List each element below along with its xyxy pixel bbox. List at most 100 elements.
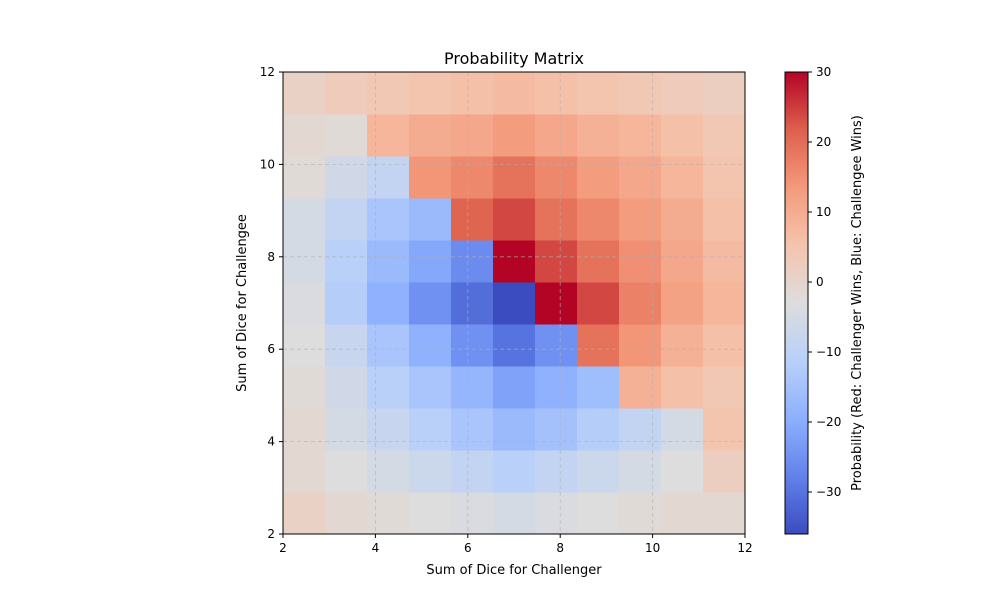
heatmap-cell [535,324,578,367]
colorbar [784,71,809,535]
x-tick-label: 12 [737,541,752,555]
heatmap-cell [283,450,326,493]
heatmap-cell [367,282,410,325]
heatmap-cell [703,114,746,157]
y-tick-label: 10 [260,157,275,171]
heatmap-cell [325,114,368,157]
heatmap-cell [535,282,578,325]
heatmap-cell [619,72,662,115]
heatmap-cell [577,282,620,325]
heatmap-cell [703,408,746,451]
heatmap-cell [451,114,494,157]
heatmap-cell [703,156,746,199]
colorbar-label: Probability (Red: Challenger Wins, Blue:… [850,115,865,491]
heatmap-cell [409,198,452,241]
heatmap-cell [661,114,704,157]
x-axis-label: Sum of Dice for Challenger [426,563,602,578]
heatmap-cell [451,324,494,367]
colorbar-tick-label: −10 [816,345,841,359]
heatmap-cell [325,156,368,199]
heatmap-cell [283,156,326,199]
heatmap-cell [367,156,410,199]
heatmap-cell [493,492,536,535]
heatmap-cell [535,408,578,451]
heatmap-cell [367,114,410,157]
heatmap-cell [577,366,620,409]
heatmap-cells [283,72,746,535]
y-tick-label: 12 [260,65,275,79]
heatmap-cell [409,408,452,451]
heatmap-cell [325,492,368,535]
heatmap-cell [283,492,326,535]
heatmap-cell [493,324,536,367]
heatmap-cell [661,408,704,451]
heatmap-cell [577,450,620,493]
heatmap-cell [409,492,452,535]
heatmap-cell [703,450,746,493]
x-tick-label: 8 [556,541,564,555]
heatmap-cell [703,282,746,325]
heatmap-cell [283,408,326,451]
heatmap-cell [493,198,536,241]
heatmap-cell [283,114,326,157]
heatmap-cell [535,198,578,241]
heatmap-cell [367,450,410,493]
heatmap-cell [283,282,326,325]
colorbar-tick-label: −20 [816,415,841,429]
heatmap-cell [283,324,326,367]
x-axis-ticks: 2 4 6 8 10 12 [279,534,753,555]
heatmap-cell [661,72,704,115]
x-tick-label: 2 [279,541,287,555]
heatmap-cell [367,72,410,115]
heatmap-cell [493,450,536,493]
y-axis-ticks: 2 4 6 8 10 12 [260,65,283,541]
heatmap-cell [703,198,746,241]
heatmap-cell [661,366,704,409]
heatmap-cell [451,492,494,535]
plot-frame [282,71,746,535]
heatmap-cell [577,156,620,199]
heatmap-cell [619,198,662,241]
heatmap-cell [325,450,368,493]
heatmap-cell [661,240,704,283]
heatmap-cell [703,366,746,409]
colorbar-tick-label: −30 [816,485,841,499]
heatmap-cell [367,492,410,535]
heatmap-cell [451,450,494,493]
heatmap-cell [283,198,326,241]
heatmap-cell [619,282,662,325]
heatmap-cell [283,366,326,409]
heatmap-cell [493,114,536,157]
heatmap-cell [535,240,578,283]
x-tick-label: 10 [645,541,660,555]
heatmap-cell [367,408,410,451]
heatmap-cell [451,408,494,451]
heatmap-cell [451,198,494,241]
x-tick-label: 6 [464,541,472,555]
heatmap-cell [661,282,704,325]
heatmap-cell [577,492,620,535]
heatmap-cell [661,324,704,367]
heatmap-cell [325,282,368,325]
heatmap-cell [325,198,368,241]
heatmap-cell [409,366,452,409]
heatmap-cell [703,324,746,367]
chart-title: Probability Matrix [444,49,584,68]
heatmap-cell [493,72,536,115]
heatmap-cell [451,240,494,283]
heatmap-cell [409,240,452,283]
colorbar-tick-label: 10 [816,205,831,219]
heatmap-cell [493,282,536,325]
heatmap-cell [493,408,536,451]
heatmap-cell [409,156,452,199]
heatmap-cell [367,324,410,367]
heatmap-cell [367,240,410,283]
heatmap-cell [619,324,662,367]
heatmap-cell [283,72,326,115]
heatmap-cell [535,72,578,115]
heatmap-cell [325,408,368,451]
heatmap-cell [325,366,368,409]
heatmap-cell [619,240,662,283]
